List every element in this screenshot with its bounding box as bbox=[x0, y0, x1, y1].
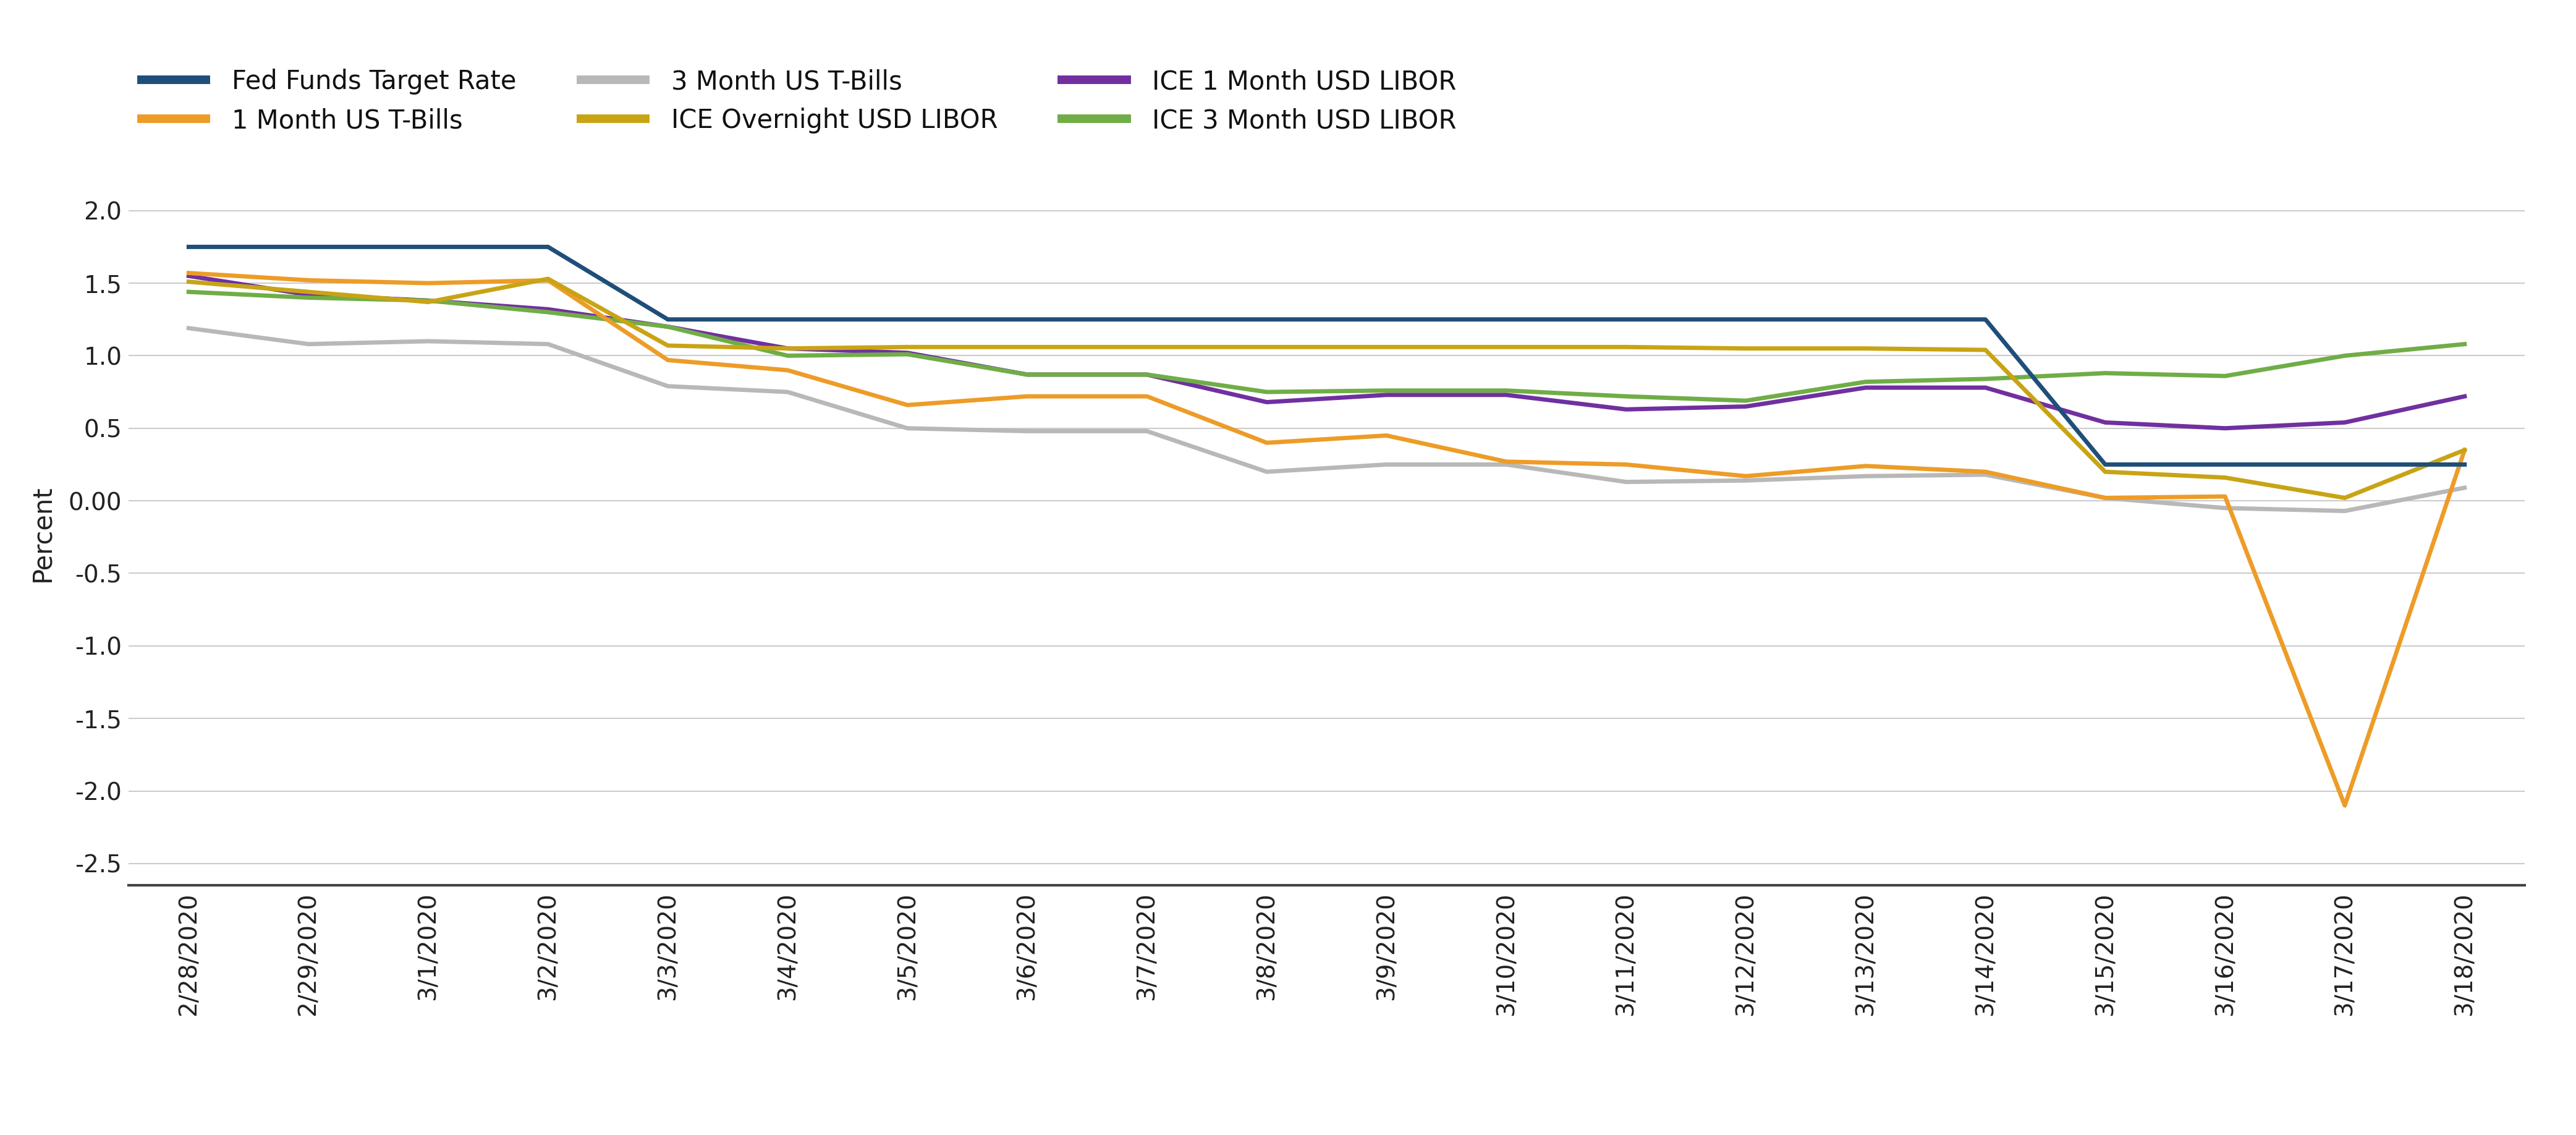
Legend: Fed Funds Target Rate, 1 Month US T-Bills, 3 Month US T-Bills, ICE Overnight USD: Fed Funds Target Rate, 1 Month US T-Bill… bbox=[142, 69, 1455, 134]
Y-axis label: Percent: Percent bbox=[28, 485, 57, 582]
